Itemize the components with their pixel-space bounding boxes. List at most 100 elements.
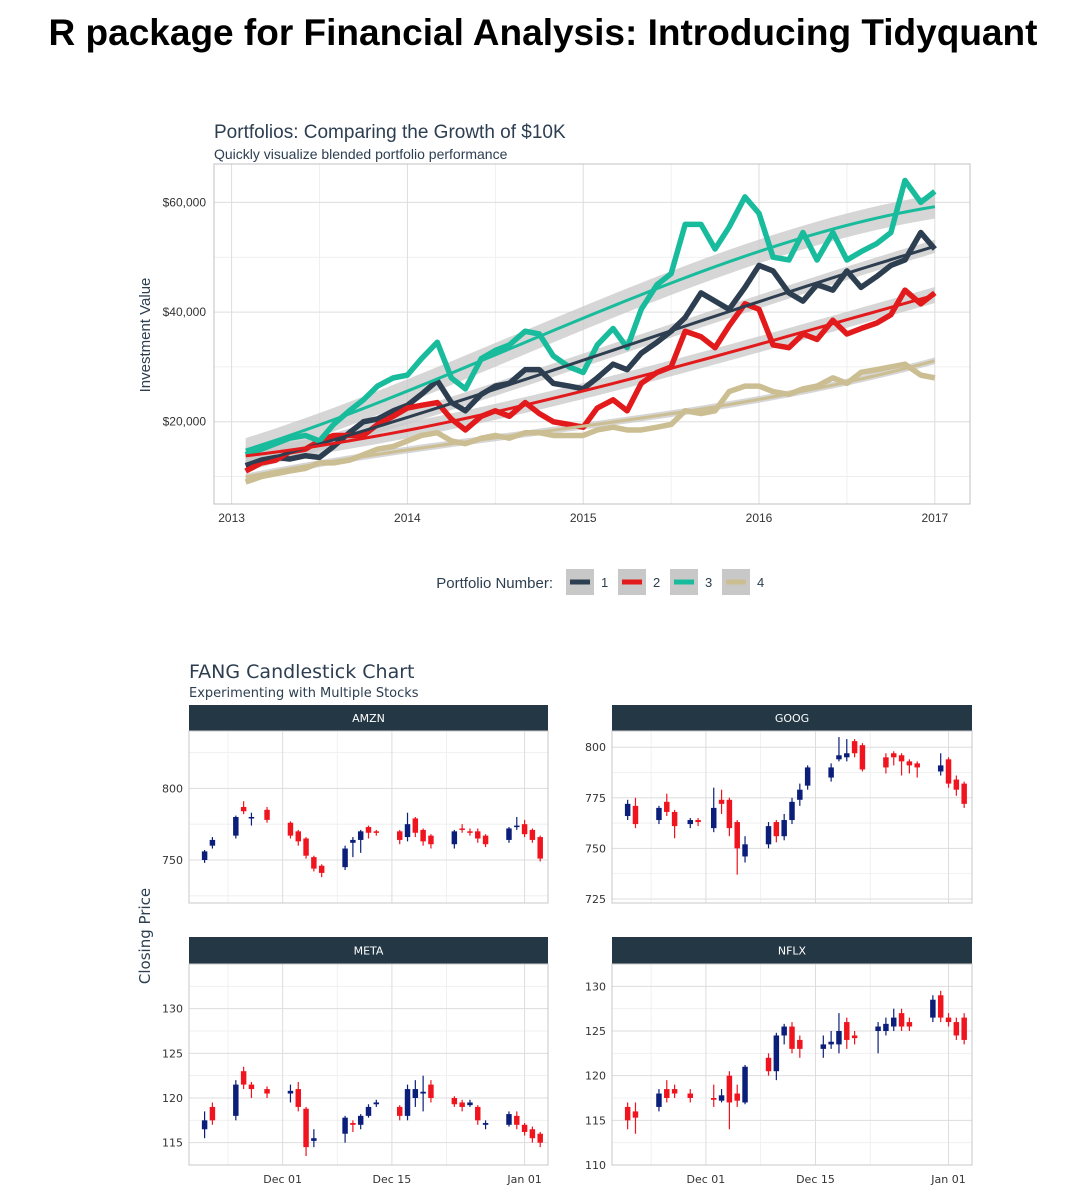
candle-body (687, 820, 693, 825)
candle-body (475, 1106, 481, 1121)
x-tick-label: Dec 15 (796, 1173, 835, 1186)
candle (687, 1089, 693, 1103)
facet-border (611, 730, 973, 904)
candle-body (404, 824, 411, 838)
candle (930, 995, 936, 1023)
facet-strip (612, 705, 972, 731)
candle (201, 849, 208, 863)
candle-body (851, 1035, 858, 1039)
candle-body (318, 865, 325, 873)
candle-body (664, 1089, 670, 1098)
candle-body (482, 1123, 489, 1125)
facet-goog: GOOG 725 750 775 800 (585, 705, 973, 906)
candle (373, 829, 380, 836)
candle (718, 789, 725, 814)
candle (295, 829, 301, 846)
candle (781, 1023, 787, 1045)
candle (521, 1123, 528, 1136)
candle-body (537, 1133, 543, 1143)
y-tick-label: 125 (162, 1047, 183, 1060)
candle-body (537, 837, 543, 859)
legend-label: 3 (705, 575, 712, 590)
candle (240, 801, 247, 815)
candle-body (656, 807, 662, 821)
series-line-1 (244, 229, 937, 469)
candle-body (373, 831, 380, 833)
candle-body (209, 839, 216, 846)
candle (295, 1081, 301, 1112)
candle (961, 781, 967, 808)
candle-body (404, 1089, 411, 1116)
candle-body (914, 763, 920, 768)
legend-label: 2 (653, 575, 660, 590)
candle (537, 835, 543, 862)
candle-body (781, 1026, 787, 1036)
facet-border (188, 963, 549, 1166)
y-axis-label: Closing Price (136, 888, 154, 984)
candle (248, 1081, 255, 1098)
candle-body (475, 831, 481, 839)
candle (373, 1099, 380, 1107)
candle-body (467, 1102, 473, 1106)
candle (467, 828, 473, 836)
candle-body (711, 1098, 717, 1100)
candle (412, 1080, 419, 1107)
candle-body (765, 1057, 772, 1072)
candle (664, 793, 670, 816)
candle (287, 1084, 294, 1103)
candle (695, 818, 701, 827)
candle (726, 797, 733, 837)
candle (521, 819, 528, 838)
candle (632, 1102, 639, 1134)
candle-body (875, 1026, 881, 1031)
candle-body (248, 1084, 255, 1090)
candle-body (365, 827, 372, 833)
candle-body (671, 811, 678, 827)
candle (671, 809, 678, 839)
candle (781, 813, 787, 841)
candle (711, 1084, 717, 1107)
candle (624, 799, 631, 821)
candle-body (311, 1138, 317, 1141)
candle-body (521, 1124, 528, 1132)
candle-body (891, 753, 897, 758)
candle (891, 1008, 897, 1031)
candle-body (828, 1041, 834, 1045)
candle-body (695, 820, 701, 823)
candle (898, 1008, 905, 1031)
candle-body (742, 1066, 748, 1103)
series-line-2 (244, 287, 937, 474)
y-tick-label: 115 (585, 1114, 606, 1127)
candle-body (656, 1093, 662, 1107)
candle (859, 743, 866, 772)
facet-strip-label: NFLX (778, 945, 807, 958)
candle-body (804, 767, 811, 786)
candle-body (428, 1084, 434, 1098)
candle-body (844, 753, 850, 758)
candle-body (311, 857, 317, 869)
candle (475, 828, 481, 843)
grid-lines (214, 164, 970, 504)
candle-body (632, 805, 639, 825)
candle (537, 1131, 543, 1148)
candle (342, 845, 348, 871)
candle (514, 817, 520, 830)
candle-body (506, 1114, 512, 1125)
candle-body (467, 831, 473, 833)
candle-body (514, 1115, 520, 1125)
x-tick-label: Dec 01 (263, 1173, 302, 1186)
candle (906, 1017, 913, 1031)
y-tick-label: 120 (585, 1070, 606, 1083)
candle-body (357, 1115, 364, 1125)
candle-body (201, 1120, 208, 1130)
candle-body (264, 1089, 270, 1094)
facet-strip-label: GOOG (775, 712, 809, 725)
facet-nflx: NFLX 110 115 120 125 130 Dec 01 Dec 15 Jan 01 (585, 937, 973, 1186)
legend-title: Portfolio Number: (436, 575, 553, 592)
candle (459, 1099, 465, 1112)
candle-body (961, 1017, 967, 1040)
candle (804, 765, 811, 790)
candle-body (295, 1089, 301, 1107)
candle (765, 822, 772, 849)
candle (883, 753, 889, 774)
